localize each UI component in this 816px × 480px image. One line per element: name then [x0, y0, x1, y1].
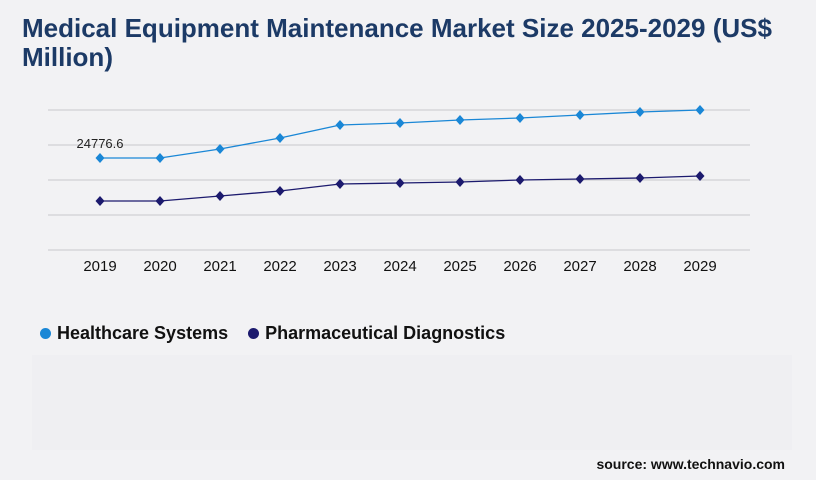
legend-item-healthcare-systems: Healthcare Systems [40, 323, 228, 344]
data-point-marker [335, 179, 345, 190]
source-label: source: www.technavio.com [596, 456, 785, 472]
legend-marker-icon [248, 328, 260, 339]
legend-label: Pharmaceutical Diagnostics [265, 323, 506, 343]
data-point-marker [695, 105, 705, 115]
data-point-marker [635, 107, 645, 118]
data-point-marker [335, 120, 345, 131]
data-point-marker [395, 117, 405, 128]
legend-label: Healthcare Systems [57, 323, 229, 343]
data-point-marker [575, 173, 585, 184]
data-point-marker [275, 185, 285, 196]
x-tick-label: 2026 [503, 258, 536, 275]
chart-title: Medical Equipment Maintenance Market Siz… [22, 13, 772, 72]
data-point-marker [575, 109, 585, 120]
legend-marker-icon [40, 328, 51, 339]
legend-item-pharmaceutical-diagnostics: Pharmaceutical Diagnostics [248, 323, 505, 344]
data-point-marker [155, 195, 165, 206]
data-point-marker [215, 191, 225, 202]
data-point-marker [95, 152, 105, 163]
series-line [100, 109, 701, 159]
data-point-marker [695, 170, 705, 181]
x-tick-label: 2024 [383, 258, 416, 275]
data-label: 24776.6 [77, 136, 124, 151]
x-tick-label: 2019 [83, 258, 116, 275]
x-tick-label: 2029 [683, 258, 716, 275]
data-point-marker [395, 178, 405, 189]
data-point-marker [275, 133, 285, 143]
x-tick-label: 2027 [563, 258, 596, 275]
data-point-marker [455, 114, 465, 125]
x-tick-label: 2025 [443, 258, 476, 275]
data-point-marker [455, 177, 465, 188]
data-point-marker [635, 172, 645, 183]
x-tick-label: 2021 [203, 258, 236, 275]
x-tick-label: 2023 [323, 258, 356, 275]
legend: Healthcare Systems Pharmaceutical Diagno… [40, 323, 505, 344]
x-tick-label: 2028 [623, 258, 656, 275]
background-panel [32, 355, 792, 450]
data-point-marker [155, 152, 165, 163]
data-point-marker [215, 143, 225, 154]
data-point-marker [515, 112, 525, 123]
x-tick-label: 2020 [143, 258, 176, 275]
data-point-marker [515, 175, 525, 185]
x-tick-label: 2022 [263, 258, 296, 275]
data-point-marker [95, 195, 105, 206]
